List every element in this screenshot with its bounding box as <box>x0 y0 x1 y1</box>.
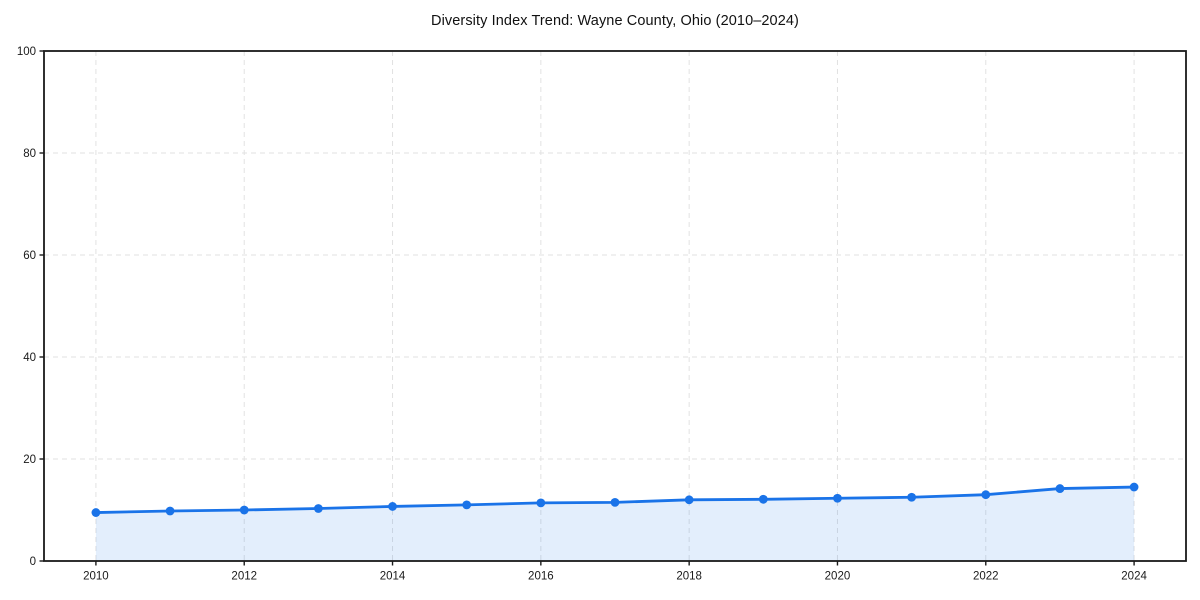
data-point <box>91 508 101 517</box>
y-tick-label: 0 <box>30 556 36 568</box>
x-tick-label: 2012 <box>231 571 257 583</box>
data-point <box>536 498 546 508</box>
data-point <box>758 494 768 504</box>
x-tick-label: 2018 <box>676 571 702 583</box>
y-tick-label: 80 <box>23 148 36 160</box>
x-tick-label: 2020 <box>825 571 851 583</box>
data-point <box>1129 482 1139 492</box>
y-tick-label: 60 <box>23 250 36 262</box>
data-point <box>684 495 694 505</box>
x-tick-label: 2010 <box>83 571 109 583</box>
y-tick-label: 40 <box>23 352 36 364</box>
data-point <box>1055 484 1065 493</box>
data-point <box>907 492 917 502</box>
data-point <box>313 504 323 513</box>
series-area-fill <box>95 487 1135 561</box>
y-tick-label: 100 <box>17 46 36 58</box>
x-tick-label: 2014 <box>380 571 406 583</box>
x-tick-label: 2024 <box>1121 571 1147 583</box>
data-point <box>610 497 620 507</box>
x-tick-label: 2022 <box>973 571 999 583</box>
data-point <box>833 493 842 503</box>
data-point <box>239 505 249 515</box>
x-tick-label: 2016 <box>528 571 554 583</box>
chart-title: Diversity Index Trend: Wayne County, Ohi… <box>431 13 799 29</box>
data-point <box>388 502 397 511</box>
plot-border <box>43 50 1187 562</box>
data-point <box>462 500 472 510</box>
data-point <box>165 506 175 516</box>
y-tick-label: 20 <box>23 454 36 466</box>
data-point <box>981 490 991 500</box>
